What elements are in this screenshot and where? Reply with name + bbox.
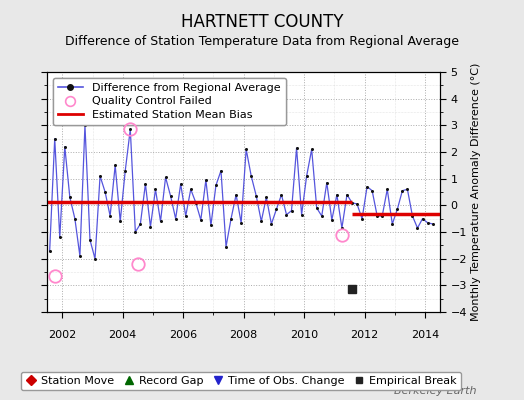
Text: 2002: 2002 xyxy=(48,330,77,340)
Text: HARTNETT COUNTY: HARTNETT COUNTY xyxy=(181,13,343,31)
Text: Difference of Station Temperature Data from Regional Average: Difference of Station Temperature Data f… xyxy=(65,36,459,48)
Text: 2008: 2008 xyxy=(230,330,258,340)
Legend: Station Move, Record Gap, Time of Obs. Change, Empirical Break: Station Move, Record Gap, Time of Obs. C… xyxy=(21,372,461,390)
Text: 2010: 2010 xyxy=(290,330,318,340)
Text: 2012: 2012 xyxy=(351,330,379,340)
Text: 2014: 2014 xyxy=(411,330,439,340)
Y-axis label: Monthly Temperature Anomaly Difference (°C): Monthly Temperature Anomaly Difference (… xyxy=(471,63,481,321)
Text: 2006: 2006 xyxy=(169,330,197,340)
Legend: Difference from Regional Average, Quality Control Failed, Estimated Station Mean: Difference from Regional Average, Qualit… xyxy=(53,78,286,125)
Text: Berkeley Earth: Berkeley Earth xyxy=(395,386,477,396)
Text: 2004: 2004 xyxy=(108,330,137,340)
